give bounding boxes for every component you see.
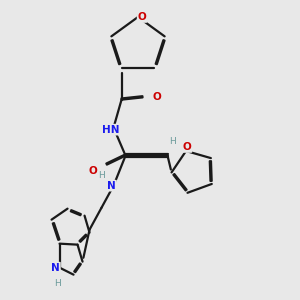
Text: N: N bbox=[107, 181, 116, 191]
Text: H: H bbox=[169, 137, 176, 146]
Text: H: H bbox=[98, 171, 105, 180]
Text: O: O bbox=[88, 166, 97, 176]
Text: H: H bbox=[54, 279, 61, 288]
Text: O: O bbox=[152, 92, 161, 102]
Text: HN: HN bbox=[102, 125, 119, 135]
Text: N: N bbox=[51, 263, 60, 273]
Text: O: O bbox=[138, 12, 146, 22]
Text: O: O bbox=[183, 142, 191, 152]
